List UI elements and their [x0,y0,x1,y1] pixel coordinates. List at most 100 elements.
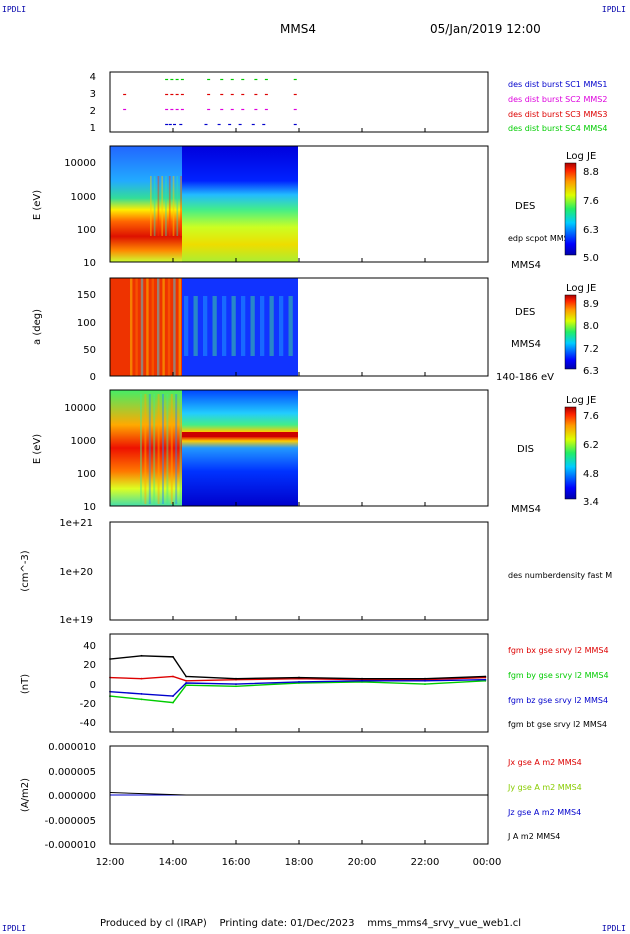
des-pitch-stripes-stripe [140,278,144,376]
bfield-point [140,698,143,701]
bfield-tick-0: 0 [90,680,96,691]
current-series-line [109,792,488,796]
current-ylabel: (A/m2) [20,778,31,812]
des-energy-colorbar [564,162,577,256]
des-pitch-cbar-tick-2: 8.0 [583,321,599,332]
des-energy-tick-10000: 10000 [64,158,96,169]
bfield-point [424,679,426,682]
time-tick-0000: 00:00 [473,857,502,868]
bfield-ylabel: (nT) [20,674,31,694]
bfield-point [172,695,174,697]
bfield-tick-neg20: -20 [80,699,96,710]
current-tick-5: -0.000010 [45,840,96,851]
burst-tick-2: 2 [90,106,96,117]
des-energy-stripes-stripe [150,176,152,236]
des-energy-instrument: DES [515,201,535,212]
des-pitch-stripes-stripe [203,296,208,356]
dis-energy-cbar-title: Log JE [566,395,596,406]
time-tick-1400: 14:00 [159,857,188,868]
des-pitch-stripes-stripe [151,278,155,376]
dis-energy-stripes-stripe [170,394,173,504]
des-pitch-colorbar [564,294,577,370]
dis-energy-stripes-stripe [144,394,147,504]
bfield-series-line [109,680,486,704]
burst-panel: 4 3 2 1 des dist burst SC1 MMS1 des dist… [90,71,607,134]
bfield-panel: 40 20 0 -20 -40 (nT) fgm bx gse srvy l2 … [20,633,609,733]
burst-legend-mms2: des dist burst SC2 MMS2 [508,95,607,104]
bfield-legend-by: fgm by gse srvy l2 MMS4 [508,671,609,680]
des-pitch-stripes-stripe [212,296,217,356]
des-energy-stripes-stripe [153,176,156,236]
des-energy-panel: 10000 1000 100 10 E (eV) DES edp scpot M… [32,145,599,271]
des-pitch-stripes-stripe [135,278,138,376]
dis-energy-cbar-tick-min: 3.4 [583,497,599,508]
burst-legend-mms4: des dist burst SC4 MMS4 [508,124,607,133]
des-energy-cbar-tick-max: 8.8 [583,167,599,178]
des-energy-tick-100: 100 [77,225,96,236]
current-tick-2: 0.000005 [48,767,96,778]
time-tick-1600: 16:00 [222,857,251,868]
des-pitch-stripes-stripe [146,278,149,376]
des-energy-tick-1000: 1000 [71,192,96,203]
burst-panel-frame [109,71,489,133]
burst-tick-3: 3 [90,89,96,100]
bfield-tick-40: 40 [83,641,96,652]
bfield-point [484,678,487,681]
des-energy-cbar-tick-2: 7.6 [583,196,599,207]
bfield-legend-bz: fgm bz gse srvy l2 MMS4 [508,696,608,705]
footer: Produced by cl (IRAP) Printing date: 01/… [100,918,521,929]
burst-legend-mms3: des dist burst SC3 MMS3 [508,110,607,119]
current-legend-jx: Jx gse A m2 MMS4 [507,758,582,767]
current-tick-4: -0.000005 [45,816,96,827]
des-pitch-tick-50: 50 [83,345,96,356]
des-pitch-stripes-stripe [178,278,182,376]
time-tick-2000: 20:00 [348,857,377,868]
time-tick-1800: 18:00 [285,857,314,868]
des-energy-stripes-stripe [168,176,171,236]
current-tick-1: 0.000010 [48,742,96,753]
dis-energy-stripes-stripe [166,394,169,504]
dis-energy-beam [182,432,298,437]
des-pitch-stripes-stripe [173,278,176,376]
bfield-point [140,692,143,695]
footer-filename: mms_mms4_srvy_vue_web1.cl [367,918,522,929]
corner-label-top-left: IPDLI [2,5,27,14]
des-pitch-stripes-stripe [157,278,160,376]
des-pitch-stripes-stripe [222,296,227,356]
des-energy-cbar-tick-3: 6.3 [583,225,599,236]
des-pitch-tick-0: 0 [90,372,96,383]
density-tick-1e19: 1e+19 [59,615,93,626]
bfield-point [185,684,188,687]
dis-energy-spectrogram-early [110,390,182,506]
des-energy-tick-10: 10 [83,258,96,269]
current-legend-j: J A m2 MMS4 [507,832,560,841]
des-pitch-panel: 150 100 50 0 a (deg) DES MMS4 140-186 eV… [32,277,599,383]
bfield-point [298,676,300,679]
dis-energy-stripes-stripe [179,394,182,504]
dis-energy-cbar-tick-3: 4.8 [583,469,599,480]
des-pitch-cbar-title: Log JE [566,283,596,294]
des-pitch-stripes-stripe [250,296,255,356]
dis-energy-stripes-stripe [140,394,142,504]
des-pitch-cbar-tick-min: 6.3 [583,366,599,377]
density-frame [109,521,489,621]
des-pitch-stripes-stripe [288,296,293,356]
current-panel: 0.000010 0.000005 0.000000 -0.000005 -0.… [20,742,582,851]
date-title: 05/Jan/2019 12:00 [430,22,541,36]
bfield-point [140,654,143,657]
time-tick-1200: 12:00 [96,857,125,868]
dis-energy-tick-10000: 10000 [64,403,96,414]
footer-printing-date: Printing date: 01/Dec/2023 [219,918,355,929]
density-panel: 1e+21 1e+20 1e+19 (cm^-3) des numberdens… [20,518,612,626]
density-tick-1e21: 1e+21 [59,518,93,529]
des-pitch-stripes-stripe [130,278,133,376]
bfield-point [185,679,188,682]
dis-energy-panel: 10000 1000 100 10 E (eV) DIS MMS4 Log JE… [32,389,599,515]
dis-energy-stripes-stripe [162,394,164,504]
bfield-point [140,677,143,680]
current-legend-jy: Jy gse A m2 MMS4 [507,783,582,792]
des-pitch-energy-range: 140-186 eV [496,372,554,383]
dis-energy-tick-100: 100 [77,469,96,480]
des-energy-cbar-tick-min: 5.0 [583,253,599,264]
spacecraft-title: MMS4 [280,22,316,36]
